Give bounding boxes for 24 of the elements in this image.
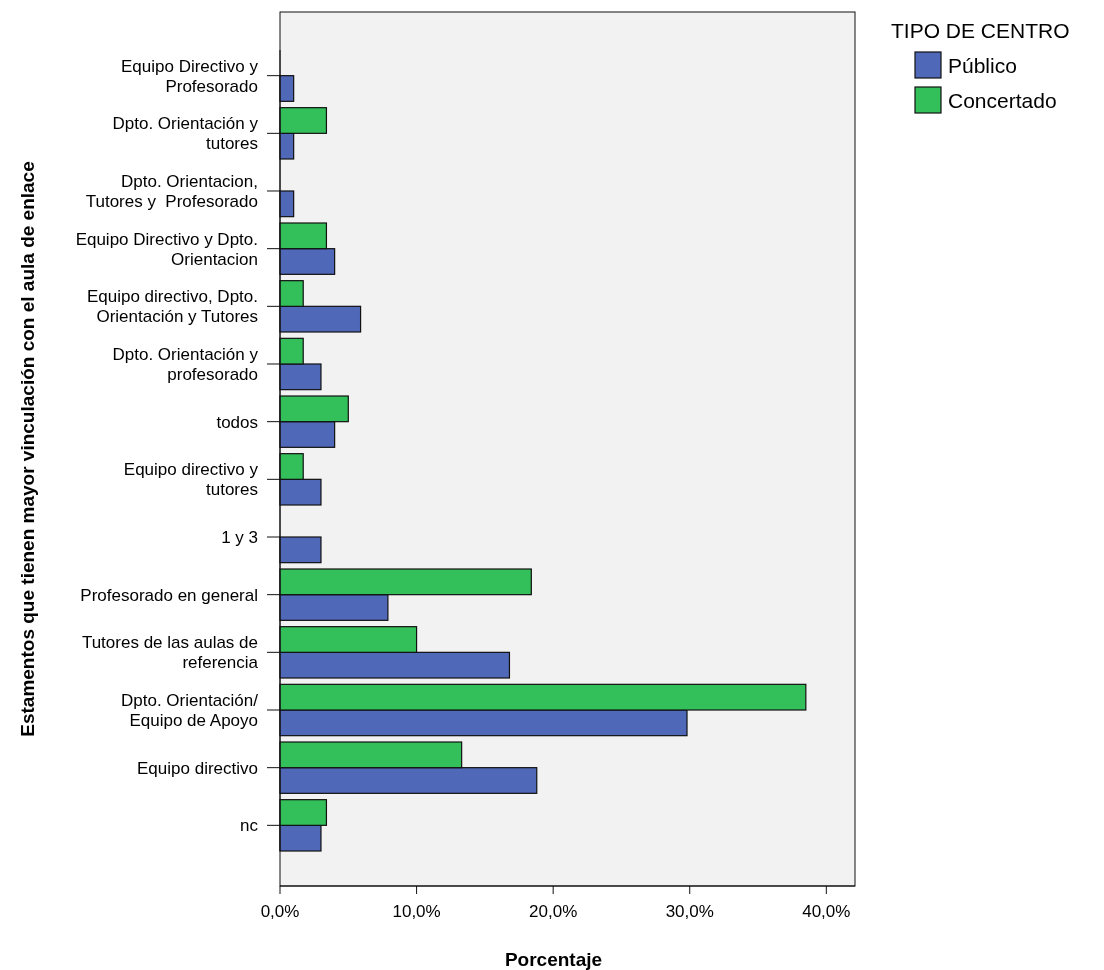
y-tick-label: Dpto. Orientación y tutores: [112, 114, 259, 154]
legend-label: Concertado: [948, 89, 1057, 112]
y-tick-label: Equipo Directivo y Dpto. Orientacion: [75, 229, 258, 269]
y-tick-label: Profesorado en general: [80, 585, 258, 605]
x-tick-label: 10,0%: [392, 902, 441, 921]
y-tick-label: Equipo directivo, Dpto. Orientación y Tutores: [86, 287, 258, 327]
legend-title: TIPO DE CENTRO: [891, 19, 1070, 42]
x-tick-label: 30,0%: [665, 902, 714, 921]
y-tick-label: Equipo Directivo y Profesorado: [120, 56, 259, 96]
y-tick-label: todos: [216, 412, 258, 432]
x-tick-label: 40,0%: [802, 902, 851, 921]
y-tick-label: 1 y 3: [221, 528, 258, 547]
legend-label: Público: [948, 54, 1017, 77]
y-tick-label: Equipo directivo: [137, 758, 258, 778]
y-tick-label: Dpto. Orientación y profesorado: [112, 345, 259, 384]
y-tick-label: Tutores de las aulas de referencia: [81, 633, 259, 673]
y-tick-label: Dpto. Orientacion, Tutores y Profesorado: [85, 172, 258, 211]
x-axis-title: Porcentaje: [504, 949, 603, 970]
y-tick-label: Dpto. Orientación/ Equipo de Apoyo: [120, 691, 259, 730]
y-tick-label: nc: [240, 816, 259, 836]
y-axis-title: Estamentos que tienen mayor vinculación con el aula de enlace: [17, 161, 38, 737]
x-tick-label: 0,0%: [260, 902, 300, 921]
y-tick-label: Equipo directivo y tutores: [123, 460, 259, 500]
x-tick-label: 20,0%: [529, 902, 578, 921]
